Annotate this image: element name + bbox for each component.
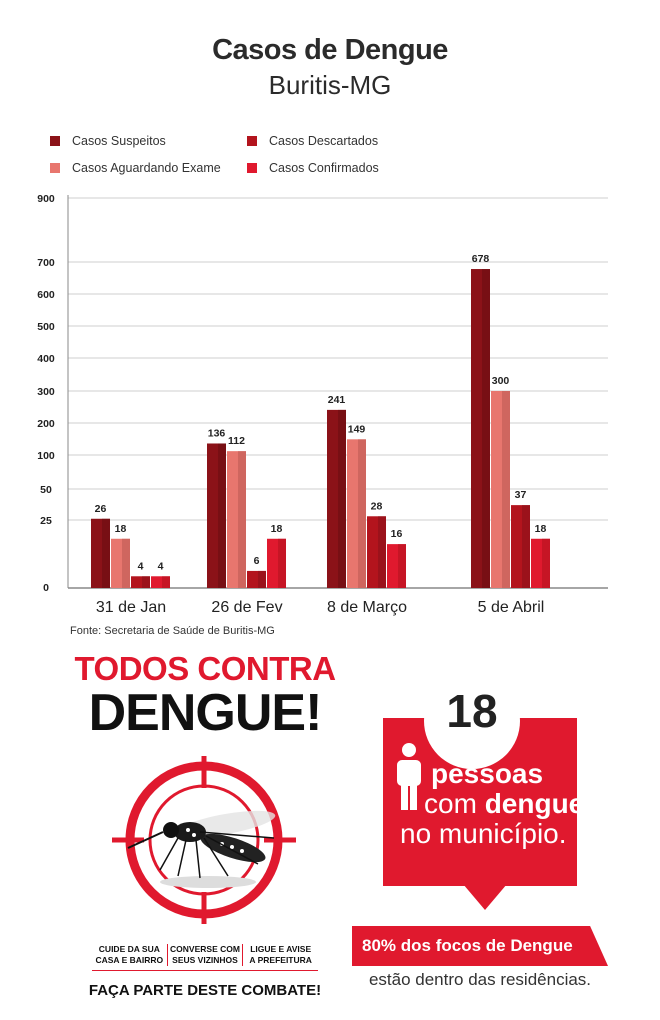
focus-banner: 80% dos focos de Dengue xyxy=(352,926,608,966)
y-tick-label: 900 xyxy=(37,193,55,205)
data-label: 149 xyxy=(348,423,366,435)
chart-subtitle: Buritis-MG xyxy=(268,70,392,100)
bar-shade xyxy=(542,538,550,588)
bar-shade xyxy=(378,516,386,588)
stat-line-2-bold: dengue xyxy=(484,788,585,819)
legend-item-descartados: Casos Descartados xyxy=(247,134,378,148)
tip-converse: CONVERSE COM SEUS VIZINHOS xyxy=(166,944,243,966)
bar-shade xyxy=(238,451,246,588)
data-label: 16 xyxy=(391,528,403,540)
bar-shade xyxy=(502,391,510,588)
legend-item-aguardando: Casos Aguardando Exame xyxy=(50,161,221,175)
y-tick-label: 500 xyxy=(37,321,55,333)
legend-label: Casos Aguardando Exame xyxy=(72,161,221,175)
y-tick-label: 50 xyxy=(40,484,52,496)
y-tick-label: 300 xyxy=(37,386,55,398)
campaign-slogan: FAÇA PARTE DESTE COMBATE! xyxy=(88,982,322,999)
data-label: 112 xyxy=(228,435,245,447)
bar-shade xyxy=(278,538,286,588)
y-tick-label: 100 xyxy=(37,450,55,462)
x-tick-label: 8 de Março xyxy=(327,599,407,616)
data-label: 18 xyxy=(535,523,547,535)
data-label: 18 xyxy=(115,523,127,535)
data-label: 4 xyxy=(158,560,164,572)
tip-ligue: LIGUE E AVISE A PREFEITURA xyxy=(242,944,318,966)
bar-shade xyxy=(162,576,170,588)
stat-box-pointer xyxy=(463,884,507,910)
legend-label: Casos Confirmados xyxy=(269,161,379,175)
x-tick-label: 31 de Jan xyxy=(96,599,166,616)
data-label: 136 xyxy=(208,427,226,439)
data-label: 241 xyxy=(328,394,346,406)
tip-cuide: CUIDE DA SUA CASA E BAIRRO xyxy=(95,944,164,965)
data-label: 37 xyxy=(515,489,527,501)
bar xyxy=(151,576,170,588)
bar xyxy=(131,576,150,588)
mosquito-target-icon xyxy=(112,756,296,924)
bar-shade xyxy=(522,505,530,588)
campaign-headline-main: DENGUE! xyxy=(88,684,323,742)
bar-shade xyxy=(338,409,346,588)
data-label: 300 xyxy=(492,375,510,387)
y-tick-label: 600 xyxy=(37,289,55,301)
legend-swatch xyxy=(50,136,60,146)
stat-number: 18 xyxy=(424,673,520,769)
legend-item-confirmados: Casos Confirmados xyxy=(247,161,379,175)
legend-item-suspeitos: Casos Suspeitos xyxy=(50,134,166,148)
y-tick-label: 200 xyxy=(37,418,55,430)
person-icon xyxy=(397,743,421,810)
focus-banner-subtext: estão dentro das residências. xyxy=(368,970,592,989)
bar-shade xyxy=(258,570,266,588)
data-label: 18 xyxy=(271,523,283,535)
y-tick-label: 700 xyxy=(37,257,55,269)
y-tick-label: 0 xyxy=(43,582,49,594)
legend-swatch xyxy=(50,163,60,173)
data-label: 28 xyxy=(371,500,383,512)
y-tick-label: 25 xyxy=(40,515,52,527)
tips-row: CUIDE DA SUA CASA E BAIRRO CONVERSE COM … xyxy=(92,944,318,971)
stat-line-2: com dengue xyxy=(424,788,584,820)
bar-shade xyxy=(482,269,490,588)
campaign-headline: TODOS CONTRA xyxy=(74,650,336,687)
data-label: 6 xyxy=(254,555,260,567)
bar-shade xyxy=(218,443,226,588)
legend-label: Casos Suspeitos xyxy=(72,134,166,148)
bar-shade xyxy=(358,439,366,588)
legend-swatch xyxy=(247,163,257,173)
bar-shade xyxy=(102,518,110,588)
x-tick-label: 26 de Fev xyxy=(211,599,282,616)
chart-title: Casos de Dengue xyxy=(212,34,448,66)
bar-shade xyxy=(398,544,406,588)
legend-swatch xyxy=(247,136,257,146)
x-tick-label: 5 de Abril xyxy=(478,599,545,616)
legend-label: Casos Descartados xyxy=(269,134,379,148)
y-tick-label: 400 xyxy=(37,353,55,365)
source-note: Fonte: Secretaria de Saúde de Buritis-MG xyxy=(70,625,275,637)
bar-chart: 0 25 50 100 200 300 400 500 600 700 900 26 18 4 4 31 de… xyxy=(37,193,608,616)
data-label: 26 xyxy=(95,503,107,515)
bar-shade xyxy=(122,538,130,588)
bar-shade xyxy=(142,576,150,588)
data-label: 4 xyxy=(138,560,144,572)
stat-line-2-pre: com xyxy=(424,788,485,819)
data-label: 678 xyxy=(472,253,490,265)
stat-line-3: no município. xyxy=(400,818,567,849)
